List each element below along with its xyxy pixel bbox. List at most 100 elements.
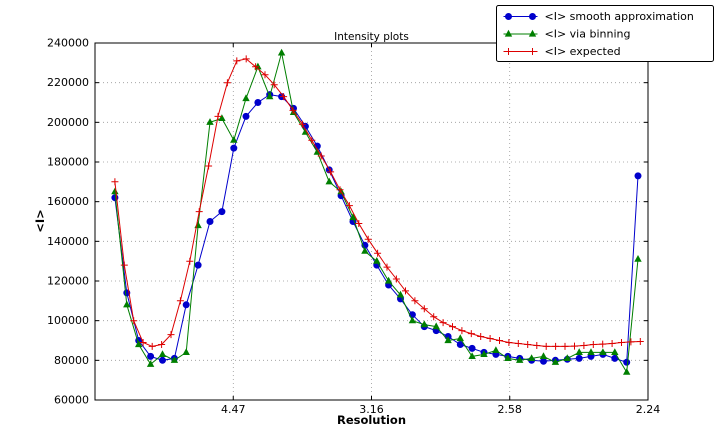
- series-marker-expected: [411, 297, 419, 305]
- series-marker-binning: [218, 114, 226, 121]
- series-marker-expected: [317, 152, 325, 160]
- series-marker-expected: [355, 220, 363, 227]
- y-tick-label: 100000: [47, 314, 89, 327]
- series-marker-expected: [252, 63, 260, 71]
- series-marker-expected: [298, 120, 306, 128]
- series-marker-expected: [327, 168, 335, 176]
- series-marker-binning: [373, 257, 381, 264]
- series-marker-smooth: [182, 301, 190, 309]
- series-marker-expected: [449, 323, 456, 331]
- series-marker-expected: [618, 339, 625, 346]
- legend-label: <I> expected: [545, 45, 621, 58]
- series-marker-expected: [383, 263, 391, 271]
- series-marker-expected: [392, 275, 400, 283]
- series-marker-binning: [492, 346, 500, 353]
- legend-label: <I> smooth approximation: [545, 10, 694, 23]
- series-marker-expected: [533, 342, 541, 349]
- series-marker-expected: [420, 305, 428, 313]
- series-marker-binning: [468, 352, 476, 359]
- series-marker-smooth: [194, 261, 202, 269]
- series-marker-smooth: [634, 172, 642, 180]
- y-tick-label: 240000: [47, 37, 89, 50]
- series-marker-binning: [123, 300, 131, 308]
- series-marker-smooth: [230, 144, 238, 152]
- series-marker-expected: [139, 339, 147, 346]
- series-marker-expected: [589, 341, 597, 348]
- series-marker-expected: [233, 57, 241, 65]
- legend-marker-smooth: [529, 13, 536, 20]
- series-marker-binning: [480, 350, 488, 357]
- series-marker-smooth: [254, 99, 262, 106]
- series-marker-expected: [552, 342, 560, 350]
- series-marker-smooth: [159, 356, 166, 364]
- series-marker-binning: [444, 336, 452, 344]
- series-marker-expected: [505, 339, 513, 346]
- series-marker-binning: [634, 255, 642, 262]
- series-marker-binning: [170, 356, 179, 363]
- series-marker-smooth: [147, 352, 155, 360]
- y-axis-label: <I>: [33, 209, 47, 233]
- series-marker-binning: [551, 358, 560, 365]
- series-marker-expected: [167, 331, 175, 339]
- x-tick-label: 2.24: [636, 403, 661, 416]
- series-marker-expected: [514, 340, 522, 347]
- legend-marker-expected: [505, 48, 512, 55]
- series-marker-expected: [599, 340, 607, 348]
- series-marker-binning: [349, 213, 357, 221]
- series-binning: [111, 48, 642, 375]
- series-marker-expected: [458, 327, 466, 335]
- series-marker-smooth: [206, 218, 214, 225]
- series-marker-expected: [186, 257, 194, 265]
- legend: <I> smooth approximation <I> via binning <…: [496, 5, 714, 62]
- series-marker-binning: [361, 247, 369, 254]
- series-marker-expected: [364, 235, 372, 243]
- series-marker-binning: [158, 350, 167, 357]
- series-marker-expected: [195, 208, 203, 216]
- series-marker-smooth: [242, 112, 250, 120]
- series-marker-expected: [439, 319, 447, 327]
- y-tick-label: 140000: [47, 235, 89, 248]
- series-marker-binning: [504, 354, 512, 361]
- series-marker-expected: [430, 313, 438, 321]
- series-marker-binning: [587, 348, 595, 355]
- series-marker-expected: [214, 112, 222, 120]
- series-marker-binning: [432, 322, 440, 330]
- legend-marker-expected: [529, 48, 536, 55]
- series-marker-expected: [374, 249, 382, 257]
- series-marker-expected: [111, 178, 119, 186]
- series-marker-smooth: [623, 358, 631, 366]
- series-marker-expected: [561, 342, 569, 350]
- x-tick-label: 2.58: [497, 403, 522, 416]
- series-marker-expected: [130, 317, 138, 325]
- chart-title: Intensity plots: [334, 31, 409, 43]
- y-tick-label: 200000: [47, 116, 89, 129]
- series-marker-expected: [345, 202, 353, 210]
- series-marker-binning: [408, 316, 417, 324]
- legend-entry-binning: <I> via binning: [503, 28, 630, 41]
- series-marker-binning: [206, 118, 214, 125]
- series-marker-expected: [242, 55, 250, 63]
- series-marker-binning: [539, 352, 548, 359]
- series-marker-expected: [308, 136, 316, 144]
- series-marker-smooth: [218, 208, 226, 216]
- series-marker-binning: [135, 340, 143, 348]
- series-marker-binning: [266, 92, 274, 100]
- series-marker-binning: [599, 348, 607, 355]
- series-marker-expected: [336, 186, 344, 194]
- series-marker-smooth: [540, 357, 547, 365]
- series-marker-expected: [467, 330, 475, 338]
- series-marker-binning: [384, 276, 393, 284]
- series-marker-expected: [571, 342, 578, 350]
- series-marker-expected: [402, 287, 409, 295]
- series-marker-expected: [486, 335, 494, 342]
- series-marker-expected: [158, 341, 166, 348]
- series-marker-binning: [611, 348, 619, 355]
- series-marker-binning: [230, 136, 238, 143]
- series-marker-binning: [146, 360, 155, 367]
- series-marker-smooth: [468, 344, 476, 352]
- legend-entry-smooth: <I> smooth approximation: [503, 10, 694, 23]
- series-marker-binning: [182, 348, 190, 355]
- series-marker-expected: [120, 261, 128, 269]
